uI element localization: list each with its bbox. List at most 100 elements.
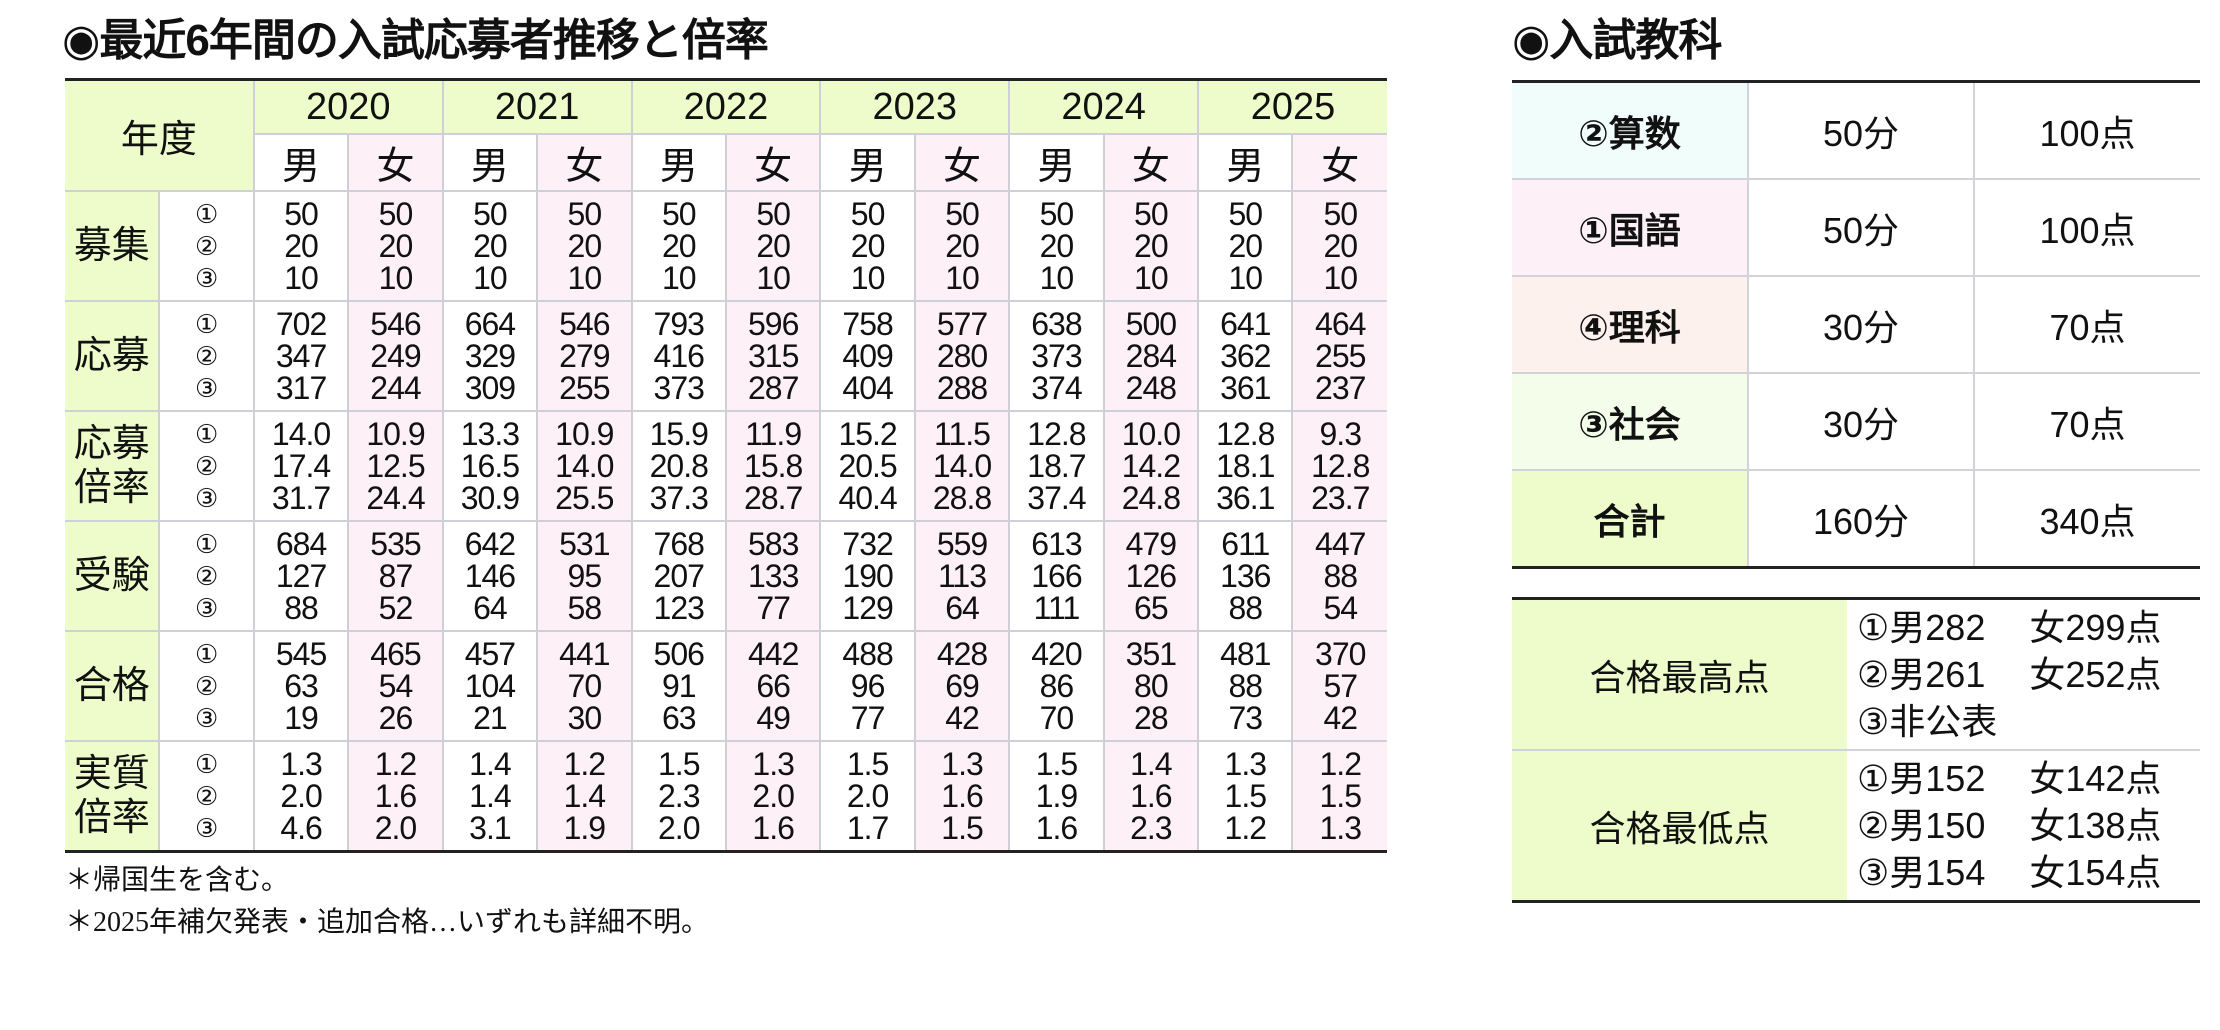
value-cell: 50 20 10 (1008, 190, 1105, 302)
value-cell: 611 136 88 (1197, 520, 1294, 632)
round-mark: ③ (194, 703, 219, 733)
value: 52 (378, 590, 414, 626)
passing-score-label: 合格最高点 (1512, 598, 1847, 750)
value: 50 (1134, 196, 1169, 232)
value: 457 (464, 636, 516, 672)
value: 2.0 (752, 778, 794, 814)
value: 19 (284, 700, 319, 736)
value: 88 (1323, 558, 1358, 594)
value: 442 (747, 636, 799, 672)
year-2023: 2023 (819, 79, 1011, 135)
female-header: 女 (1102, 133, 1200, 192)
value: 57 (1323, 668, 1358, 704)
value: 49 (756, 700, 791, 736)
value: 596 (747, 306, 799, 342)
value: 69 (945, 668, 980, 704)
value: 30.9 (460, 480, 520, 516)
value: 20 (850, 228, 886, 264)
value: 1.2 (1319, 746, 1362, 782)
round-mark: ② (194, 781, 219, 811)
value: 20 (473, 228, 508, 264)
value: 36.1 (1216, 480, 1275, 516)
metric-label: 実質倍率 (65, 740, 161, 852)
value: 732 (842, 526, 893, 562)
value: 577 (936, 306, 988, 342)
round-mark: ① (194, 419, 219, 449)
value: 409 (842, 338, 893, 374)
value: 255 (559, 370, 610, 406)
year-2025: 2025 (1197, 79, 1387, 135)
value: 70 (567, 668, 603, 704)
value: 12.5 (366, 448, 425, 484)
value: 284 (1125, 338, 1177, 374)
value-cell: 50 20 10 (347, 190, 444, 302)
value-cell: 1.5 1.9 1.6 (1008, 740, 1105, 852)
value: 50 (661, 196, 697, 232)
value-cell: 50 20 10 (1102, 190, 1200, 302)
value: 287 (747, 370, 799, 406)
value: 25.5 (555, 480, 614, 516)
value: 10.9 (555, 416, 614, 452)
value-cell: 441 70 30 (536, 630, 633, 742)
round-mark: ③ (194, 263, 219, 293)
value-cell: 14.0 17.4 31.7 (252, 410, 350, 522)
value-cell: 10.9 12.5 24.4 (347, 410, 444, 522)
value: 10 (567, 260, 603, 296)
subject-name: ②算数 (1512, 81, 1748, 179)
value: 146 (464, 558, 516, 594)
value-cell: 1.2 1.6 2.0 (347, 740, 444, 852)
score-line: ③非公表 (1857, 698, 2199, 745)
value: 3.1 (469, 810, 511, 846)
value: 1.5 (1035, 746, 1078, 782)
value-cell: 10.9 14.0 25.5 (536, 410, 633, 522)
subject-points: 100点 (1973, 178, 2200, 276)
value: 500 (1125, 306, 1177, 342)
value: 13.3 (460, 416, 520, 452)
value-cell: 50 20 10 (252, 190, 350, 302)
value-cell: 428 69 42 (913, 630, 1011, 742)
value: 14.2 (1121, 448, 1181, 484)
value: 373 (653, 370, 705, 406)
value-cell: 15.2 20.5 40.4 (819, 410, 916, 522)
year-2022: 2022 (630, 79, 822, 135)
value: 20 (661, 228, 697, 264)
value: 50 (378, 196, 414, 232)
value: 545 (275, 636, 327, 672)
subject-name: 合計 (1512, 469, 1748, 568)
female-score: 女299点 (2029, 607, 2162, 648)
male-header: 男 (819, 133, 916, 192)
male-header: 男 (1197, 133, 1294, 192)
value: 96 (850, 668, 886, 704)
value: 28 (1134, 700, 1169, 736)
value: 66 (756, 668, 791, 704)
value: 63 (661, 700, 697, 736)
value: 50 (1039, 196, 1075, 232)
value: 315 (747, 338, 799, 374)
value-cell: 1.5 2.0 1.7 (819, 740, 916, 852)
female-score: 女252点 (2029, 654, 2162, 695)
metric-row: 合格 ① ② ③ 545 63 19 465 54 26 457 104 21 441 70 30 506 91 6… (65, 630, 1387, 742)
value: 133 (747, 558, 799, 594)
value: 18.1 (1216, 448, 1275, 484)
subject-time: 50分 (1747, 178, 1974, 276)
value: 1.6 (1035, 810, 1078, 846)
value: 2.0 (280, 778, 322, 814)
value: 10 (945, 260, 980, 296)
value: 20 (284, 228, 319, 264)
value-cell: 351 80 28 (1102, 630, 1200, 742)
round-mark: ② (194, 671, 219, 701)
male-score: ③非公表 (1857, 701, 1998, 742)
value: 30 (567, 700, 603, 736)
value: 481 (1220, 636, 1271, 672)
value: 506 (653, 636, 705, 672)
male-header: 男 (253, 133, 350, 192)
value: 1.2 (374, 746, 417, 782)
value: 14.0 (932, 448, 992, 484)
passing-score-row: 合格最低点 ①男152 女142点 ②男150 女138点 ③男154 女154点 (1512, 749, 2200, 902)
passing-scores-table: 合格最高点 ①男282 女299点 ②男261 女252点 ③非公表 合格最低点 ①男152 女… (1512, 597, 2200, 903)
value-cell: 447 88 54 (1291, 520, 1387, 632)
